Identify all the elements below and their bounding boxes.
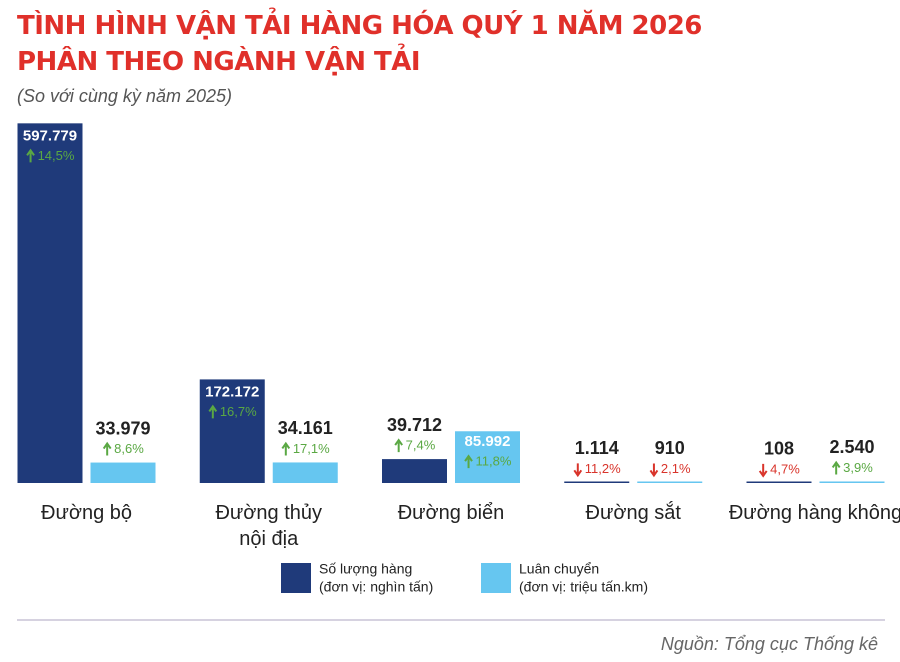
bar — [819, 481, 885, 483]
change-arrow — [102, 441, 112, 456]
x-tick-label: Đường hàng không — [728, 502, 900, 524]
change-arrow — [758, 463, 768, 478]
bar — [637, 481, 703, 483]
change-label: 3,9% — [843, 460, 873, 475]
change-label: 8,6% — [114, 441, 144, 456]
x-tick-label: Đường biển — [397, 502, 505, 524]
bar — [564, 481, 630, 483]
change-arrow — [649, 463, 659, 478]
bar — [17, 123, 83, 483]
bar — [746, 481, 812, 483]
x-tick-label: Đường bộ — [41, 502, 132, 524]
chart-subtitle: (So với cùng kỳ năm 2025) — [17, 86, 232, 106]
value-label: 2.540 — [829, 437, 874, 457]
legend-unit: (đơn vị: triệu tấn.km) — [519, 579, 648, 595]
bar — [199, 379, 265, 483]
legend-swatch — [281, 563, 311, 593]
change-arrow — [831, 460, 841, 475]
legend-label: Luân chuyển — [519, 561, 599, 577]
legend-label: Số lượng hàng — [319, 561, 412, 577]
value-label: 1.114 — [575, 438, 619, 458]
change-label: 16,7% — [220, 404, 257, 419]
value-label: 172.172 — [205, 383, 259, 400]
change-label: 4,7% — [770, 461, 800, 476]
change-label: 2,1% — [661, 461, 691, 476]
change-label: 11,8% — [476, 454, 512, 469]
bar — [90, 462, 156, 483]
change-arrow — [573, 463, 583, 478]
bar — [272, 462, 338, 483]
value-label: 85.992 — [465, 433, 511, 450]
change-arrow — [394, 438, 403, 453]
value-label: 108 — [764, 439, 794, 459]
source: Nguồn: Tổng cục Thống kê — [660, 634, 878, 654]
change-label: 17,1% — [293, 441, 330, 456]
change-label: 7,4% — [406, 438, 436, 453]
change-label: 14,5% — [38, 148, 75, 163]
value-label: 34.161 — [278, 418, 333, 438]
bar — [382, 459, 447, 483]
value-label: 33.979 — [95, 418, 150, 438]
value-label: 39.712 — [387, 415, 442, 435]
change-arrow — [464, 454, 473, 469]
legend-unit: (đơn vị: nghìn tấn) — [319, 579, 433, 595]
x-tick-label: Đường sắt — [585, 502, 681, 524]
change-arrow — [26, 148, 35, 163]
value-label: 597.779 — [23, 127, 77, 144]
chart-title: TÌNH HÌNH VẬN TẢI HÀNG HÓA QUÝ 1 NĂM 202… — [17, 11, 702, 77]
bar — [455, 431, 520, 483]
change-arrow — [281, 441, 291, 456]
change-label: 11,2% — [585, 461, 621, 476]
change-arrow — [208, 404, 218, 419]
legend-swatch — [481, 563, 511, 593]
value-label: 910 — [655, 438, 685, 458]
x-tick-label: Đường thủy nội địa — [215, 502, 323, 550]
